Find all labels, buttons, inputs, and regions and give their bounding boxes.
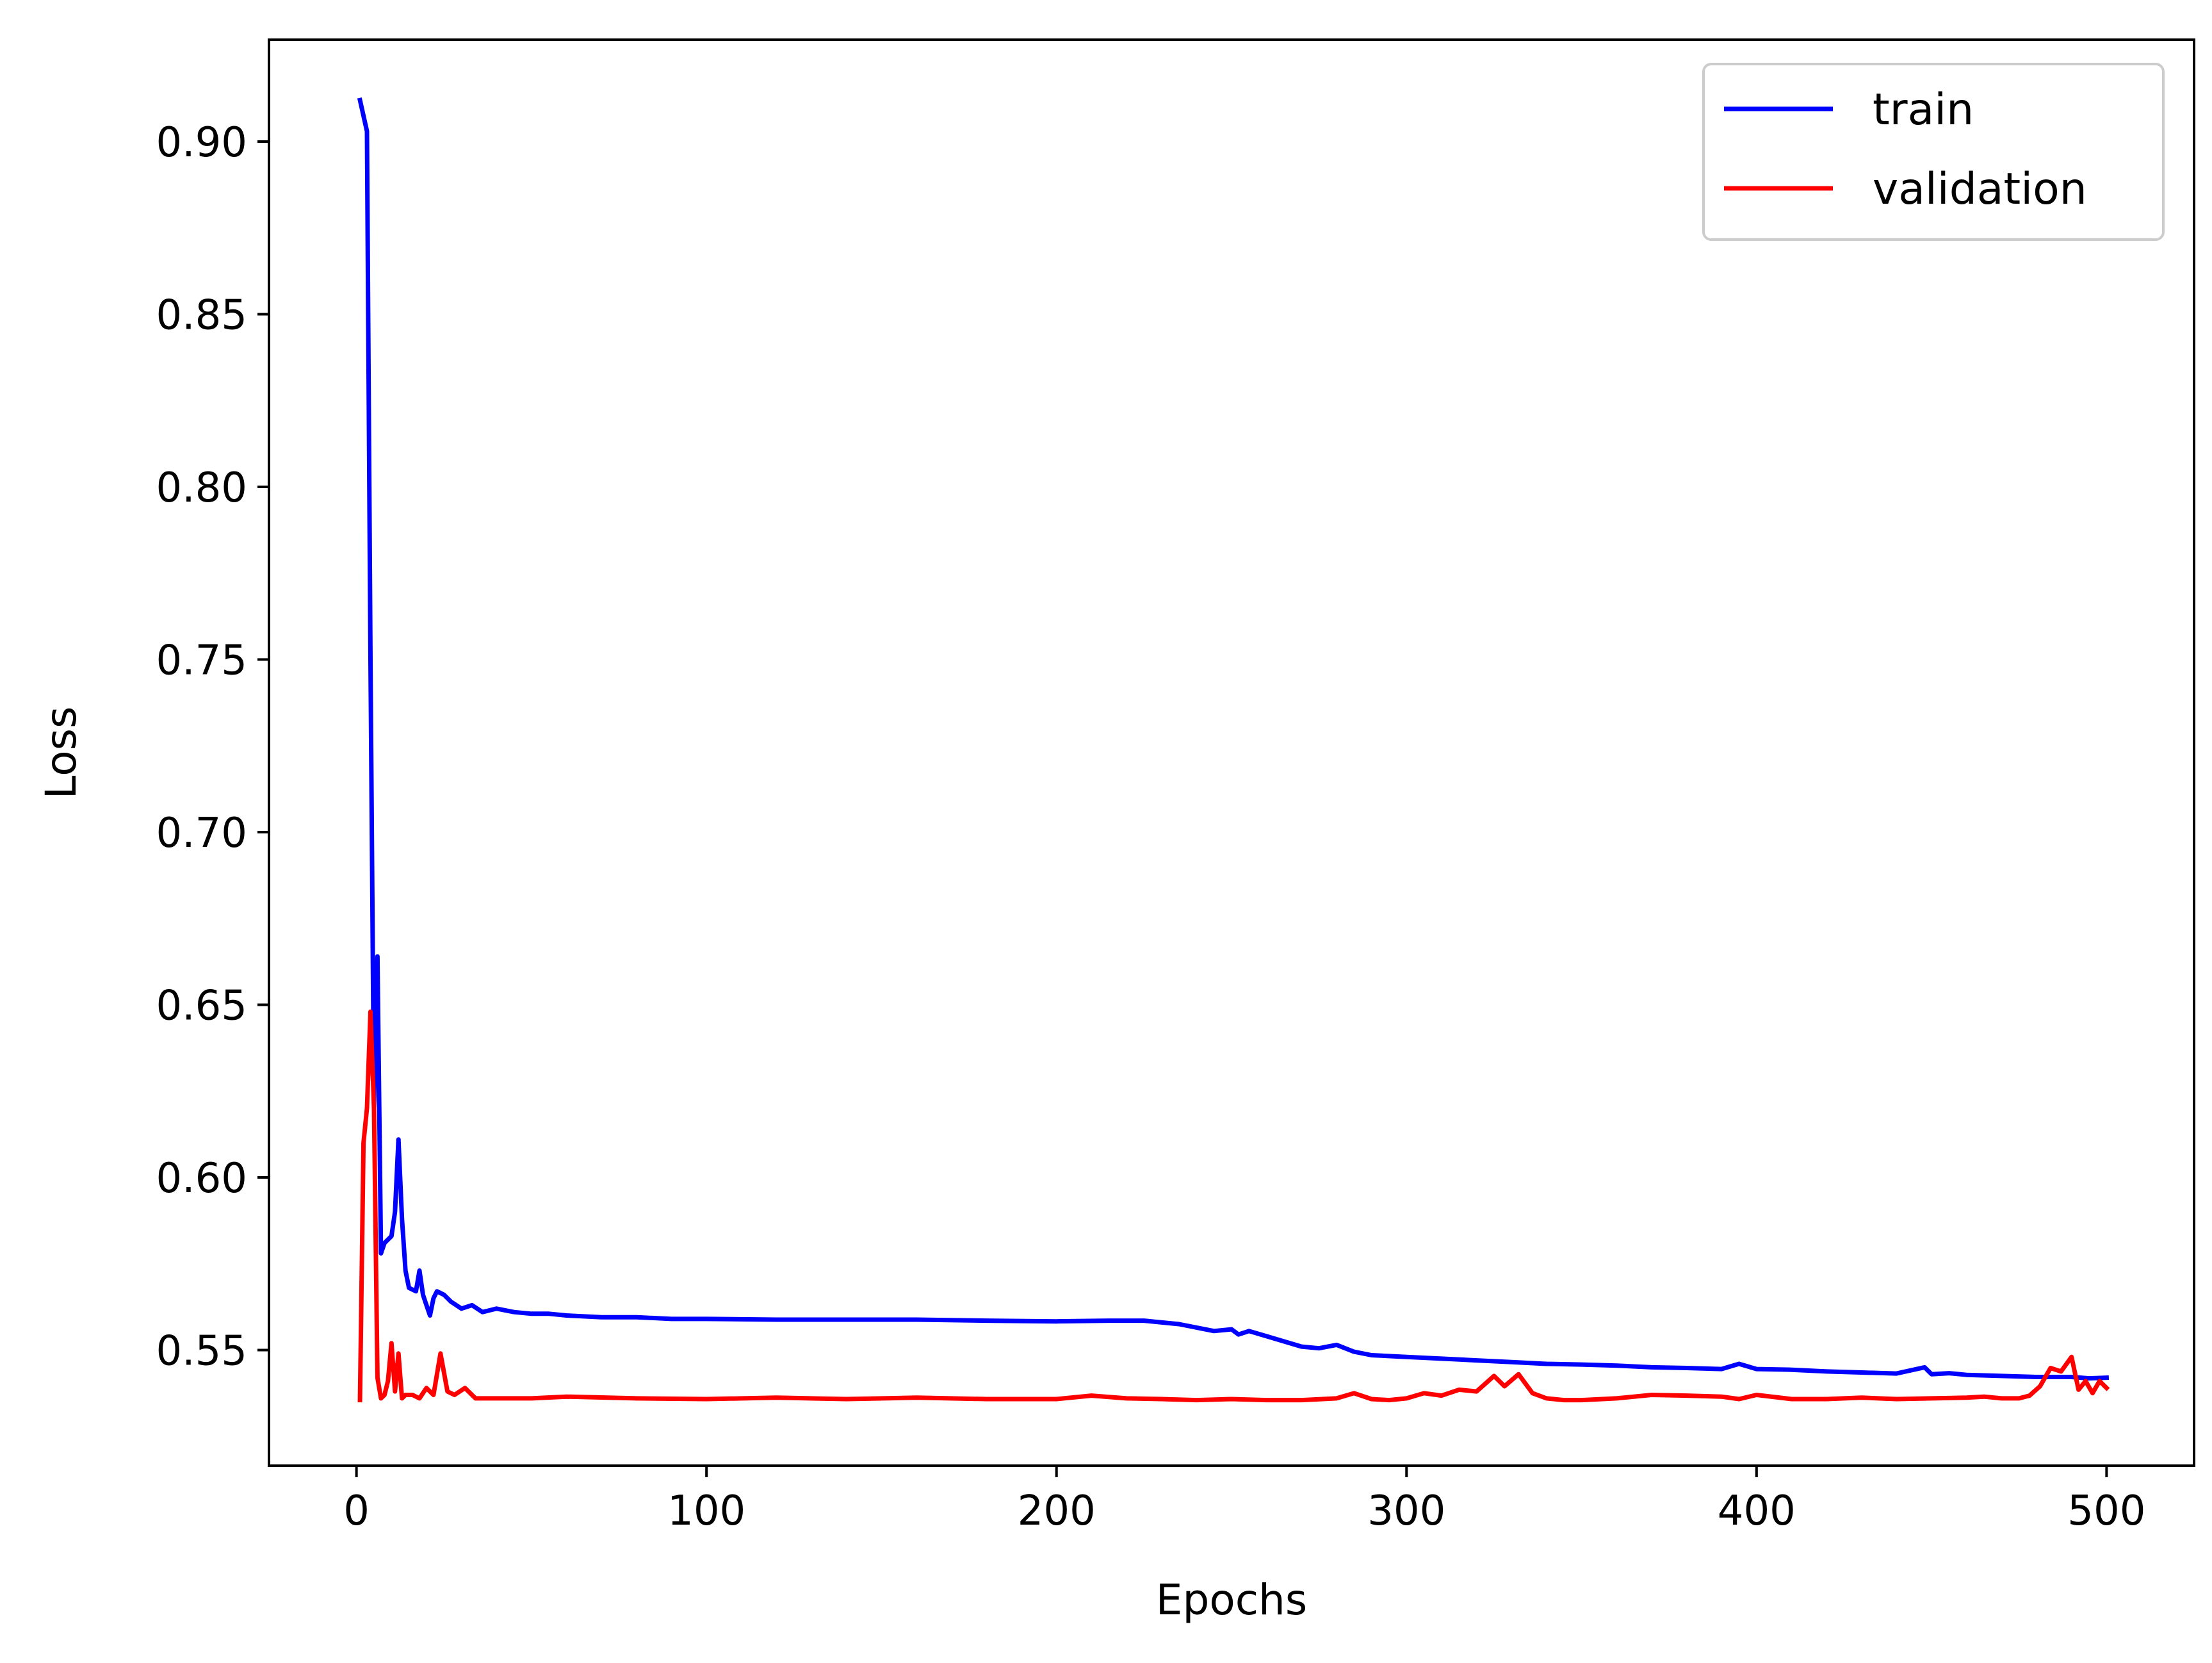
y-tick-label: 0.85 bbox=[156, 291, 248, 339]
y-tick-label: 0.75 bbox=[156, 637, 248, 684]
y-tick-label: 0.90 bbox=[156, 119, 248, 167]
y-axis: 0.55 0.60 0.65 0.70 0.75 0.80 0.85 0.90 bbox=[156, 119, 269, 1375]
legend-label-train: train bbox=[1873, 85, 1974, 135]
y-tick-label: 0.60 bbox=[156, 1155, 248, 1202]
x-tick-label: 400 bbox=[1718, 1487, 1796, 1535]
x-tick-label: 500 bbox=[2067, 1487, 2145, 1535]
x-axis-title: Epochs bbox=[1156, 1575, 1307, 1625]
legend-label-validation: validation bbox=[1873, 164, 2087, 215]
x-tick-label: 300 bbox=[1367, 1487, 1445, 1535]
x-axis: 0 100 200 300 400 500 bbox=[343, 1466, 2145, 1535]
y-tick-label: 0.80 bbox=[156, 464, 248, 512]
x-tick-label: 200 bbox=[1018, 1487, 1096, 1535]
y-tick-label: 0.65 bbox=[156, 982, 248, 1029]
plot-frame bbox=[268, 38, 2195, 1467]
x-tick-label: 100 bbox=[667, 1487, 745, 1535]
series-line-train bbox=[357, 97, 2110, 1381]
y-tick-label: 0.70 bbox=[156, 810, 248, 857]
y-axis-title: Loss bbox=[37, 707, 86, 799]
x-tick-label: 0 bbox=[343, 1487, 370, 1535]
series-layer bbox=[357, 97, 2110, 1403]
series-line-validation bbox=[357, 1009, 2110, 1403]
y-tick-label: 0.55 bbox=[156, 1327, 248, 1375]
legend: train validation bbox=[1702, 63, 2165, 241]
